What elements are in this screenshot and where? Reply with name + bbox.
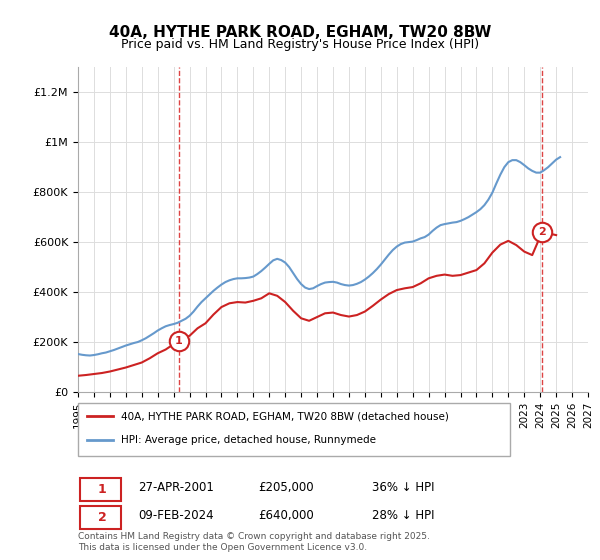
Text: Price paid vs. HM Land Registry's House Price Index (HPI): Price paid vs. HM Land Registry's House … xyxy=(121,38,479,51)
Text: HPI: Average price, detached house, Runnymede: HPI: Average price, detached house, Runn… xyxy=(121,436,376,445)
Text: Contains HM Land Registry data © Crown copyright and database right 2025.
This d: Contains HM Land Registry data © Crown c… xyxy=(78,532,430,552)
Text: £640,000: £640,000 xyxy=(258,508,314,522)
Text: 2: 2 xyxy=(98,511,106,524)
Text: 27-APR-2001: 27-APR-2001 xyxy=(138,480,214,494)
Text: 36% ↓ HPI: 36% ↓ HPI xyxy=(372,480,434,494)
Text: 09-FEB-2024: 09-FEB-2024 xyxy=(138,508,214,522)
Text: 1: 1 xyxy=(98,483,106,496)
Text: 40A, HYTHE PARK ROAD, EGHAM, TW20 8BW: 40A, HYTHE PARK ROAD, EGHAM, TW20 8BW xyxy=(109,25,491,40)
Text: 2: 2 xyxy=(538,227,546,237)
Text: 1: 1 xyxy=(175,336,182,346)
FancyBboxPatch shape xyxy=(78,403,510,456)
Text: £205,000: £205,000 xyxy=(258,480,314,494)
Text: 40A, HYTHE PARK ROAD, EGHAM, TW20 8BW (detached house): 40A, HYTHE PARK ROAD, EGHAM, TW20 8BW (d… xyxy=(121,412,449,422)
Text: 28% ↓ HPI: 28% ↓ HPI xyxy=(372,508,434,522)
FancyBboxPatch shape xyxy=(80,478,121,501)
FancyBboxPatch shape xyxy=(80,506,121,529)
